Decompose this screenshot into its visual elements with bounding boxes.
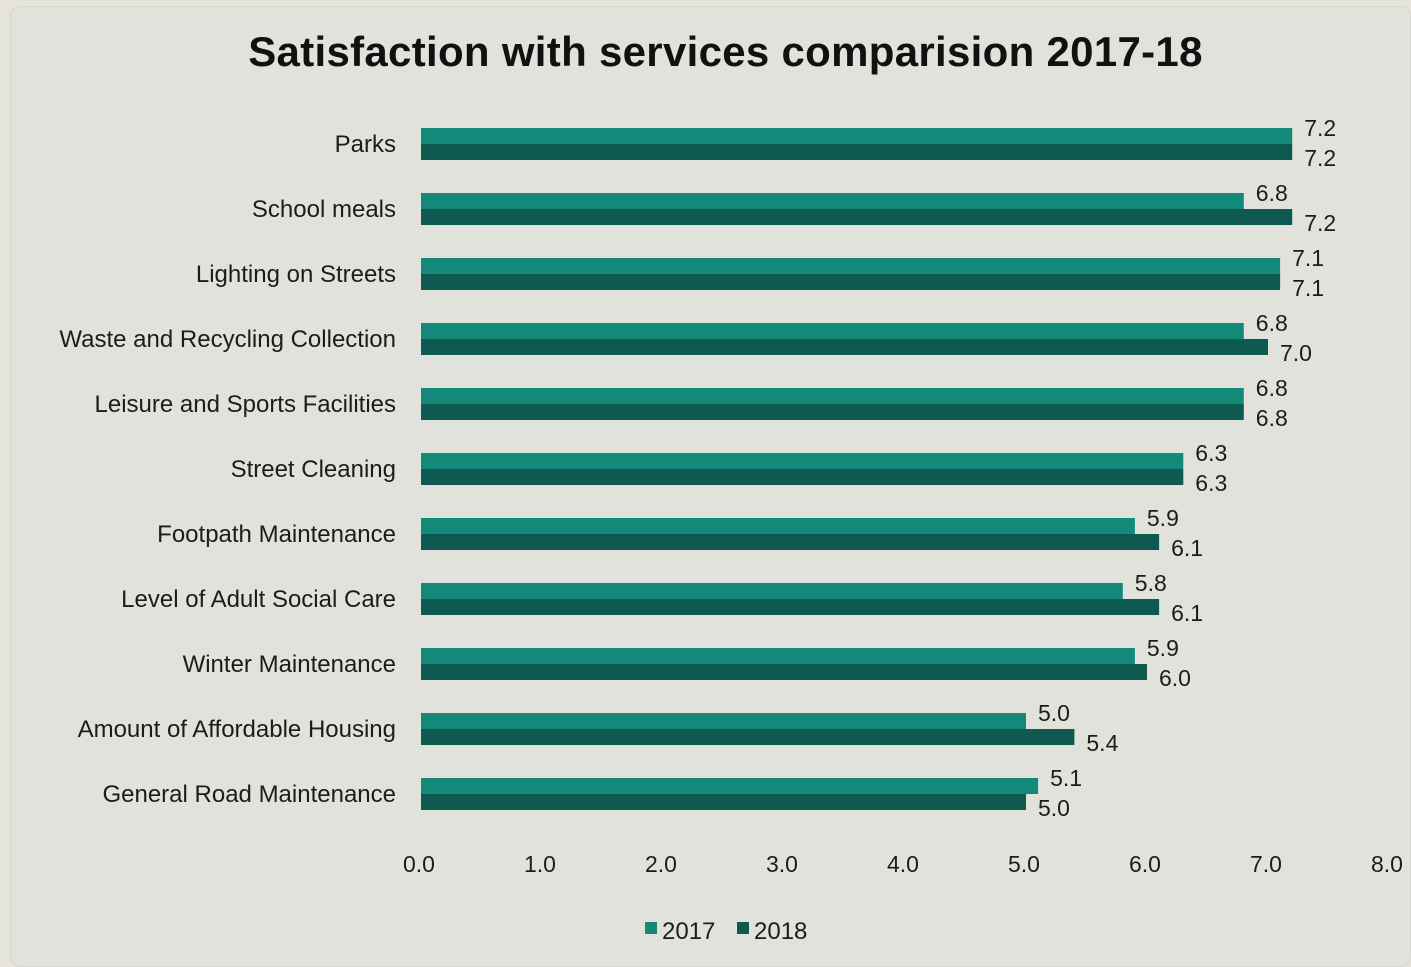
x-tick-label: 7.0 <box>1250 851 1282 877</box>
chart-title: Satisfaction with services comparision 2… <box>248 28 1203 75</box>
data-label-2018: 6.0 <box>1159 665 1191 691</box>
data-label-2018: 5.0 <box>1038 795 1070 821</box>
x-tick-label: 2.0 <box>645 851 677 877</box>
data-label-2018: 6.1 <box>1171 600 1203 626</box>
bar-2018 <box>421 794 1026 810</box>
bar-2018 <box>421 664 1147 680</box>
x-tick-label: 6.0 <box>1129 851 1161 877</box>
category-label: Footpath Maintenance <box>157 521 396 548</box>
category-label: Street Cleaning <box>231 456 396 483</box>
bar-2017 <box>421 648 1135 664</box>
x-tick-label: 1.0 <box>524 851 556 877</box>
bar-2018 <box>421 209 1293 225</box>
bar-2018 <box>421 534 1160 550</box>
bar-2017 <box>421 323 1244 339</box>
data-label-2017: 5.8 <box>1135 570 1167 596</box>
data-label-2018: 7.2 <box>1304 145 1336 171</box>
data-label-2018: 7.1 <box>1292 275 1324 301</box>
bar-2018 <box>421 339 1268 355</box>
legend-swatch-2018 <box>737 922 749 934</box>
bar-2018 <box>421 404 1244 420</box>
x-tick-label: 4.0 <box>887 851 919 877</box>
bar-2017 <box>421 453 1184 469</box>
data-label-2018: 7.0 <box>1280 340 1312 366</box>
x-tick-label: 3.0 <box>766 851 798 877</box>
bar-2017 <box>421 193 1244 209</box>
category-label: Amount of Affordable Housing <box>78 716 396 743</box>
bar-2018 <box>421 729 1075 745</box>
data-label-2018: 6.3 <box>1195 470 1227 496</box>
category-label: School meals <box>252 196 396 223</box>
data-label-2017: 5.0 <box>1038 700 1070 726</box>
data-label-2018: 6.8 <box>1256 405 1288 431</box>
category-label: Parks <box>335 131 396 158</box>
bar-2017 <box>421 258 1281 274</box>
x-tick-label: 8.0 <box>1371 851 1403 877</box>
x-tick-label: 0.0 <box>403 851 435 877</box>
data-label-2017: 6.3 <box>1195 440 1227 466</box>
category-label: Waste and Recycling Collection <box>59 326 396 353</box>
bar-2017 <box>421 518 1135 534</box>
bar-2017 <box>421 713 1026 729</box>
data-label-2018: 7.2 <box>1304 210 1336 236</box>
category-label: General Road Maintenance <box>102 781 396 808</box>
bar-2018 <box>421 144 1293 160</box>
legend-label-2018: 2018 <box>754 918 807 945</box>
legend-swatch-2017 <box>645 922 657 934</box>
bar-2017 <box>421 778 1039 794</box>
data-label-2017: 7.2 <box>1304 115 1336 141</box>
bar-2018 <box>421 274 1281 290</box>
legend-label-2017: 2017 <box>662 918 715 945</box>
category-label: Leisure and Sports Facilities <box>95 391 396 418</box>
data-label-2017: 5.9 <box>1147 635 1179 661</box>
data-label-2017: 6.8 <box>1256 180 1288 206</box>
data-label-2017: 5.1 <box>1050 765 1082 791</box>
data-label-2017: 5.9 <box>1147 505 1179 531</box>
bar-2017 <box>421 128 1293 144</box>
data-label-2018: 5.4 <box>1086 730 1118 756</box>
bar-2017 <box>421 388 1244 404</box>
bar-2018 <box>421 469 1184 485</box>
category-label: Level of Adult Social Care <box>121 586 396 613</box>
bar-2017 <box>421 583 1123 599</box>
data-label-2017: 6.8 <box>1256 375 1288 401</box>
data-label-2018: 6.1 <box>1171 535 1203 561</box>
data-label-2017: 7.1 <box>1292 245 1324 271</box>
bar-2018 <box>421 599 1160 615</box>
category-label: Lighting on Streets <box>196 261 396 288</box>
x-tick-label: 5.0 <box>1008 851 1040 877</box>
category-label: Winter Maintenance <box>183 651 396 678</box>
data-label-2017: 6.8 <box>1256 310 1288 336</box>
